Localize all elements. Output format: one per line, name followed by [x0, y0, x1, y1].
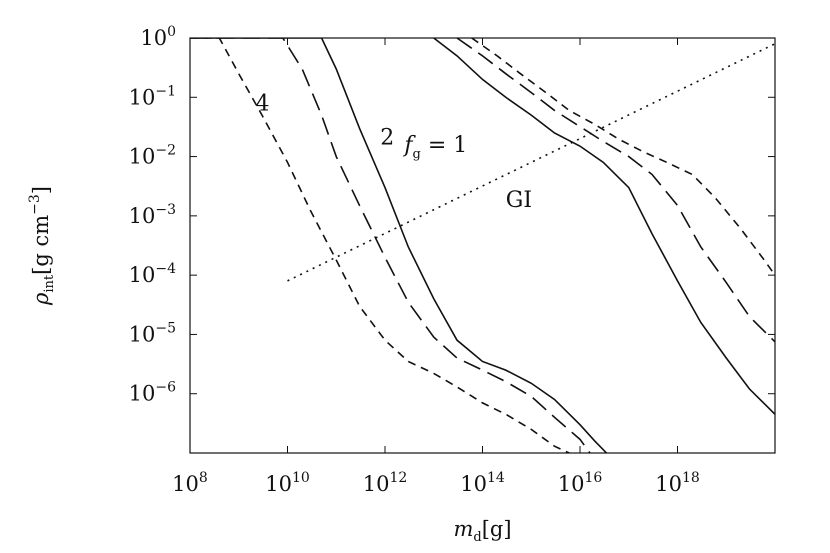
x-tick-label: 1018 [655, 470, 700, 496]
x-tick-label: 1016 [558, 470, 603, 496]
x-tick-label: 1014 [460, 470, 505, 496]
plot-frame [189, 37, 776, 454]
tick-layer: 108 1010 1012 1014 1016 1018 100 10−1 10−2 10−3 10… [129, 24, 775, 496]
label-2: 2 [380, 125, 394, 150]
y-tick-label: 100 [140, 24, 176, 50]
gi-region-label: GI [506, 188, 532, 213]
series-line-stability-dotted [287, 43, 775, 282]
series-layer [190, 38, 775, 453]
annotations: fg = 1 2 4 GI [255, 91, 532, 213]
x-tick-label: 108 [172, 470, 208, 496]
y-tick-label: 10−3 [129, 202, 176, 228]
series-line-left-long-dash [190, 38, 591, 453]
y-tick-label: 10−5 [129, 320, 176, 346]
fg-label: fg = 1 [402, 133, 467, 162]
x-tick-label: 1012 [363, 470, 408, 496]
y-tick-label: 10−6 [129, 380, 176, 406]
x-tick-label: 1010 [265, 470, 310, 496]
y-tick-label: 10−4 [129, 261, 176, 287]
x-axis-label: md[g] [453, 517, 511, 545]
series-line-left-short-dash [190, 38, 570, 453]
series-line-right-long-dash [456, 38, 775, 343]
y-axis-label: ρint[g cm−3] [27, 186, 57, 306]
y-tick-label: 10−1 [129, 83, 176, 109]
series-line-right-solid [433, 38, 775, 415]
series-line-right-short-dash [471, 38, 775, 276]
label-4: 4 [255, 91, 269, 116]
series-line-left-solid [190, 38, 608, 453]
y-tick-label: 10−2 [129, 143, 176, 169]
